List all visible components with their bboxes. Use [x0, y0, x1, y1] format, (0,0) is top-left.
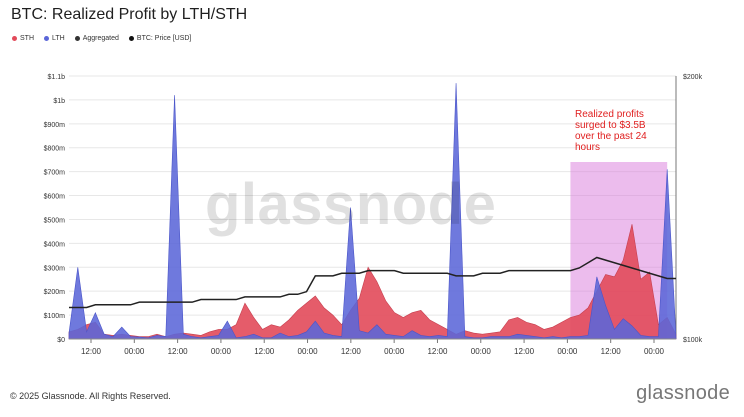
footer-copyright: © 2025 Glassnode. All Rights Reserved.	[10, 391, 171, 401]
x-tick-label: 12:00	[254, 347, 275, 356]
x-tick-label: 00:00	[644, 347, 665, 356]
x-tick-label: 00:00	[211, 347, 232, 356]
y-left-tick-label: $900m	[44, 122, 66, 129]
x-tick-label: 12:00	[601, 347, 622, 356]
legend-label-sth: STH	[20, 35, 34, 42]
legend-item-sth[interactable]: STH	[12, 35, 34, 42]
x-tick-label: 00:00	[471, 347, 492, 356]
x-tick-label: 12:00	[514, 347, 535, 356]
legend-dot-price	[128, 36, 134, 41]
y-left-tick-label: $200m	[44, 289, 66, 296]
x-tick-label: 00:00	[557, 347, 578, 356]
x-tick-label: 12:00	[427, 347, 448, 356]
y-left-tick-label: $1b	[53, 98, 65, 105]
legend-label-lth: LTH	[52, 35, 65, 42]
x-tick-label: 00:00	[298, 347, 319, 356]
y-left-tick-label: $1.1b	[47, 74, 65, 81]
legend-item-price[interactable]: BTC: Price [USD]	[128, 35, 192, 42]
y-left-tick-label: $400m	[44, 241, 66, 248]
x-tick-label: 00:00	[384, 347, 405, 356]
legend-label-aggregated: Aggregated	[82, 35, 119, 42]
legend: STH LTH Aggregated BTC: Price [USD]	[12, 35, 191, 42]
y-left-tick-label: $600m	[44, 194, 66, 201]
chart-title: BTC: Realized Profit by LTH/STH	[11, 6, 248, 23]
glassnode-logo: glassnode	[636, 382, 730, 404]
annotation-text: Realized profits surged to $3.5B over th…	[575, 109, 647, 153]
y-left-tick-label: $800m	[44, 146, 66, 153]
legend-item-lth[interactable]: LTH	[44, 35, 65, 42]
x-tick-label: 12:00	[341, 347, 362, 356]
legend-dot-aggregated	[74, 36, 80, 41]
y-left-tick-label: $500m	[44, 217, 66, 224]
y-left-tick-label: $700m	[44, 170, 66, 177]
legend-dot-sth	[12, 36, 17, 41]
y-left-tick-label: $300m	[44, 265, 66, 272]
x-tick-label: 12:00	[81, 347, 102, 356]
y-left-tick-label: $0	[57, 337, 65, 344]
btc-price-line	[69, 256, 676, 309]
x-tick-label: 00:00	[124, 347, 145, 356]
x-tick-label: 12:00	[168, 347, 189, 356]
y-left-tick-label: $100m	[44, 313, 66, 320]
y-right-tick-label: $100k	[683, 337, 703, 344]
y-right-tick-label: $200k	[683, 74, 703, 81]
legend-dot-lth	[44, 36, 49, 41]
legend-label-price: BTC: Price [USD]	[136, 35, 192, 42]
legend-item-aggregated[interactable]: Aggregated	[74, 35, 119, 42]
lth-area	[68, 83, 677, 340]
